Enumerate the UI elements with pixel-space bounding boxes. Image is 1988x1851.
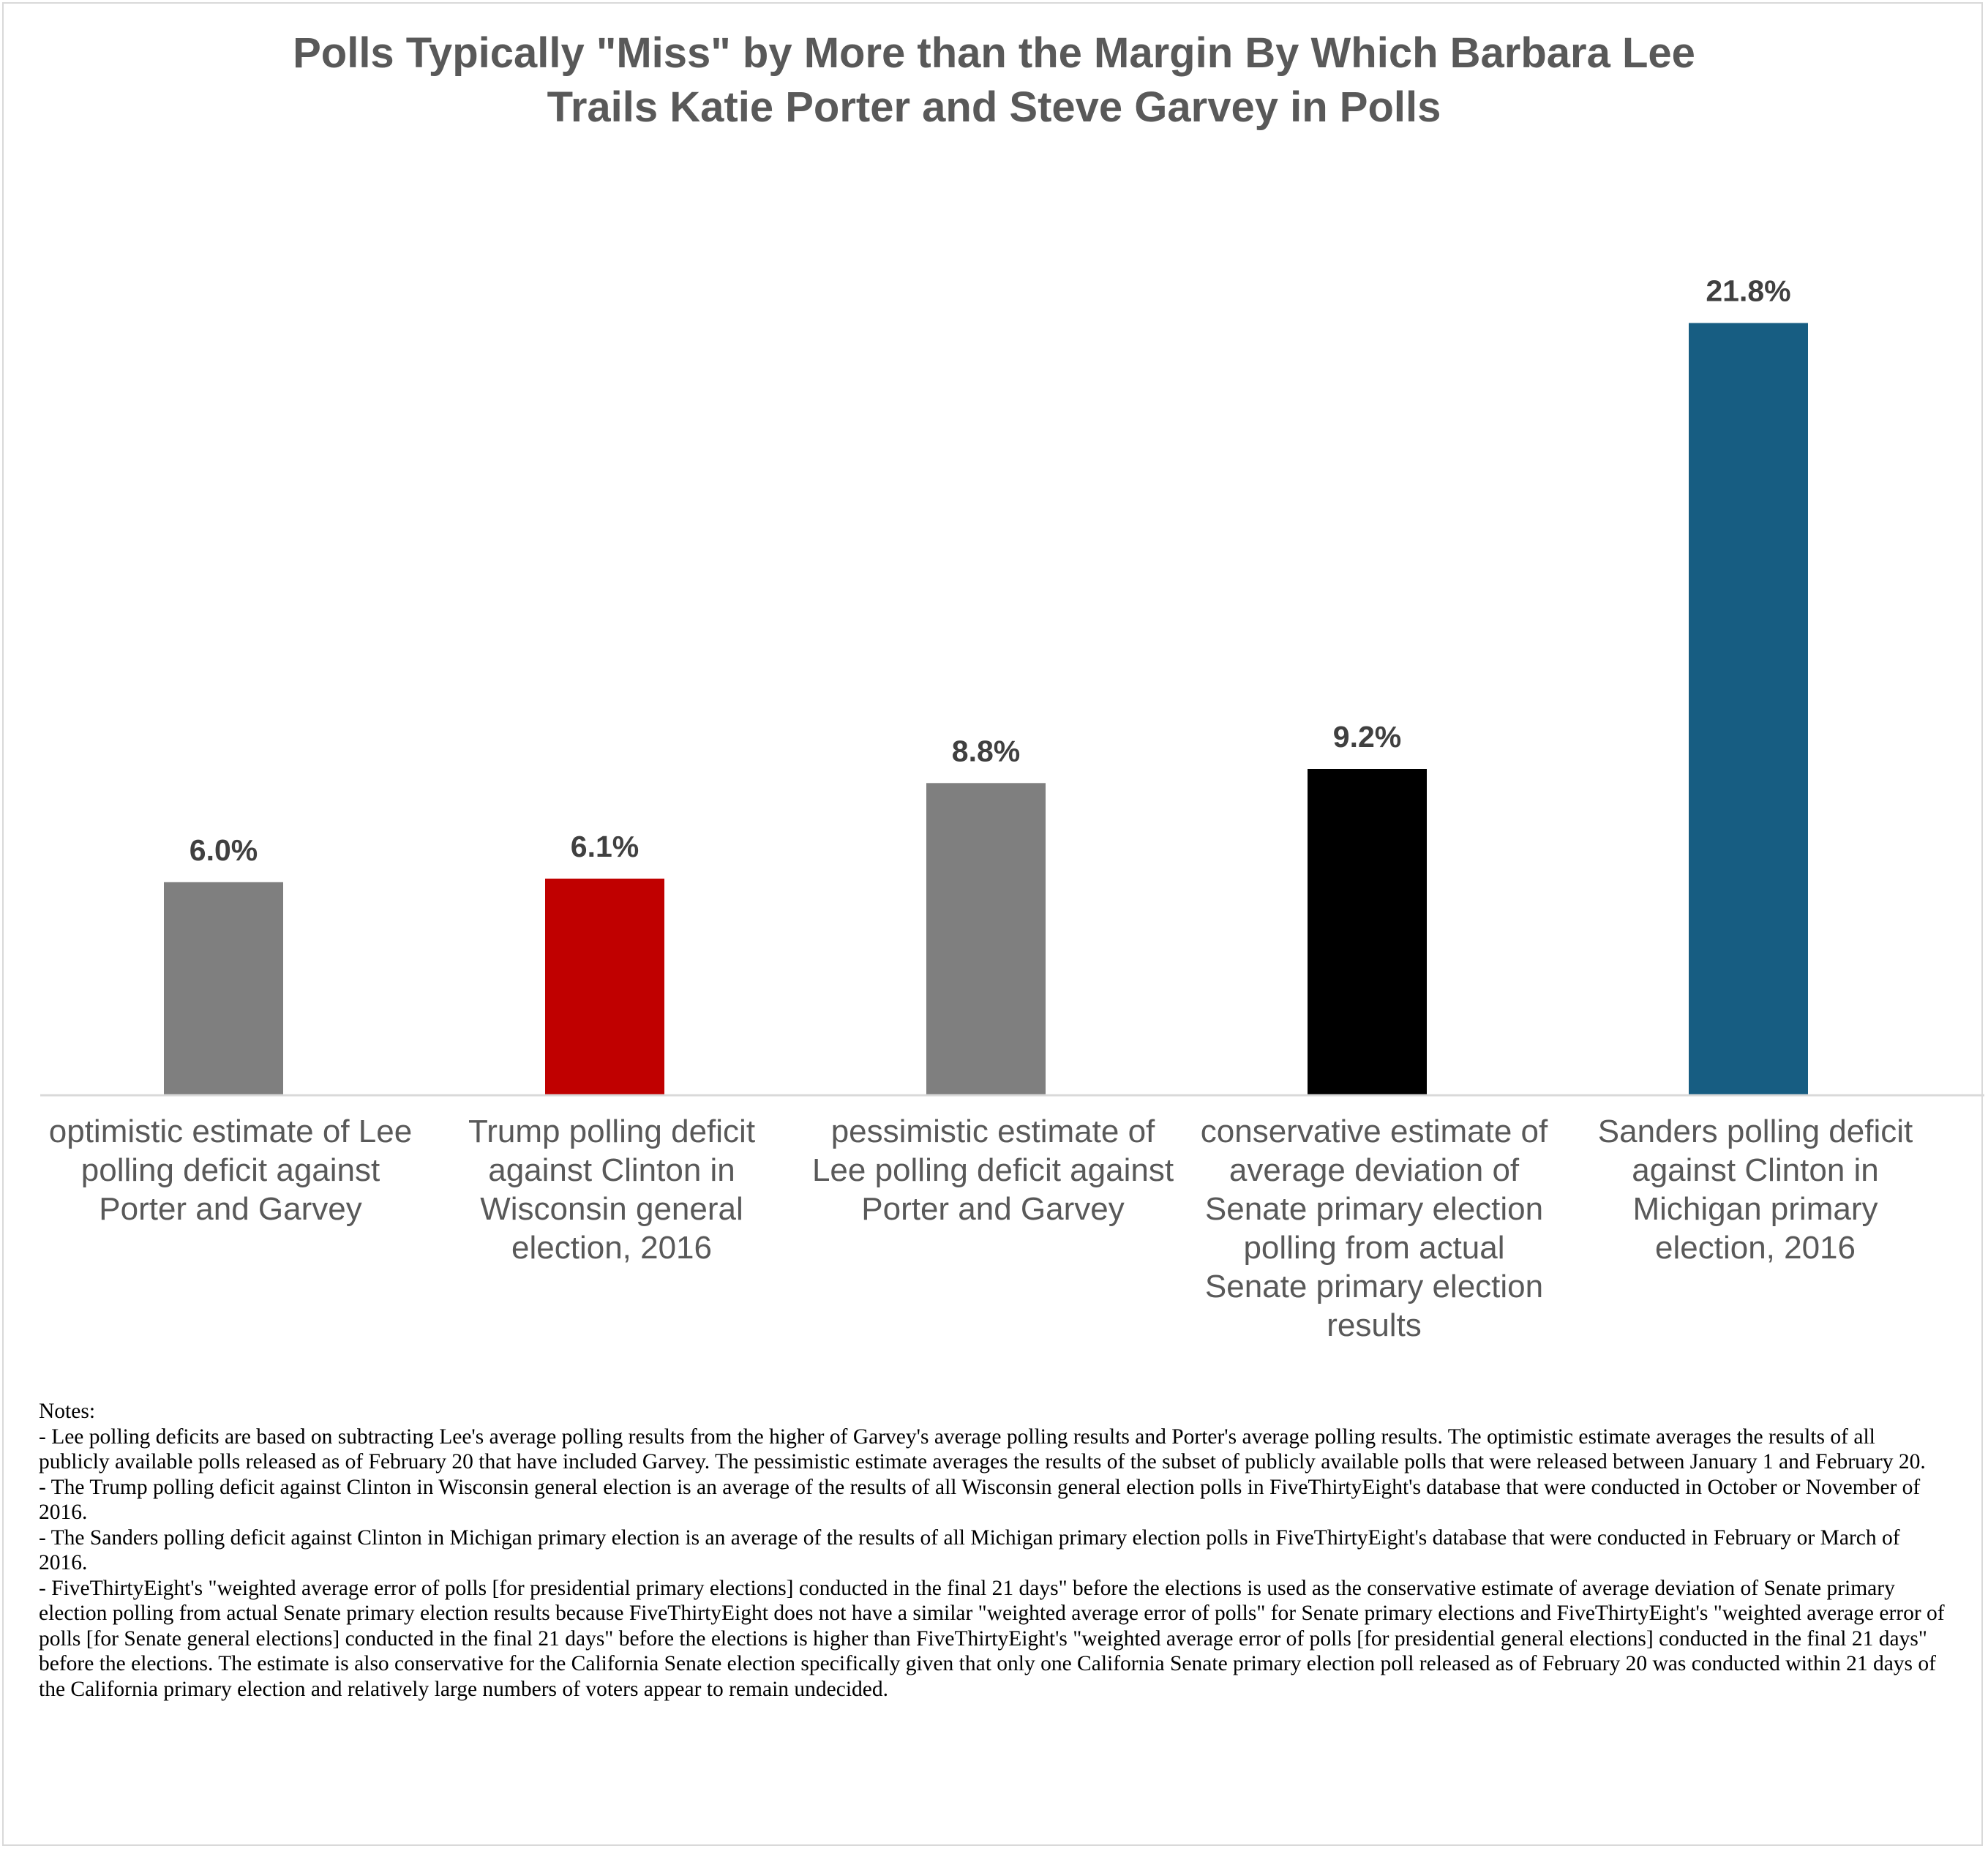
note-trump-deficit: - The Trump polling deficit against Clin…	[39, 1475, 1921, 1525]
notes-block: Notes: - Lee polling deficits are based …	[39, 1399, 1948, 1702]
data-label-4: 9.2%	[1333, 720, 1401, 754]
note-fivethirtyeight-error: - FiveThirtyEight's "weighted average er…	[39, 1576, 1945, 1701]
bar-2	[545, 878, 664, 1095]
notes-heading: Notes:	[39, 1400, 96, 1423]
data-label-1: 6.0%	[190, 833, 258, 867]
x-tick-label-3: pessimistic estimate of Lee polling defi…	[811, 1114, 1174, 1227]
note-lee-deficits: - Lee polling deficits are based on subt…	[39, 1424, 1926, 1474]
bar-4	[1308, 769, 1427, 1095]
chart-title: Polls Typically "Miss" by More than the …	[73, 26, 1915, 135]
data-label-3: 8.8%	[952, 734, 1020, 767]
note-sanders-deficit: - The Sanders polling deficit against Cl…	[39, 1525, 1900, 1575]
x-tick-label-5: Sanders polling deficit against Clinton …	[1597, 1114, 1913, 1266]
data-label-2: 6.1%	[571, 830, 639, 863]
x-tick-label-2: Trump polling deficit against Clinton in…	[468, 1114, 756, 1266]
x-tick-label-1: optimistic estimate of Lee polling defic…	[48, 1114, 413, 1227]
x-tick-label-4: conservative estimate of average deviati…	[1200, 1114, 1548, 1343]
bar-5	[1689, 323, 1808, 1095]
chart-title-line-2: Trails Katie Porter and Steve Garvey in …	[547, 83, 1441, 131]
bar-1	[164, 882, 283, 1095]
data-label-5: 21.8%	[1706, 274, 1790, 308]
bar-3	[926, 783, 1046, 1095]
chart-title-line-1: Polls Typically "Miss" by More than the …	[293, 29, 1695, 77]
